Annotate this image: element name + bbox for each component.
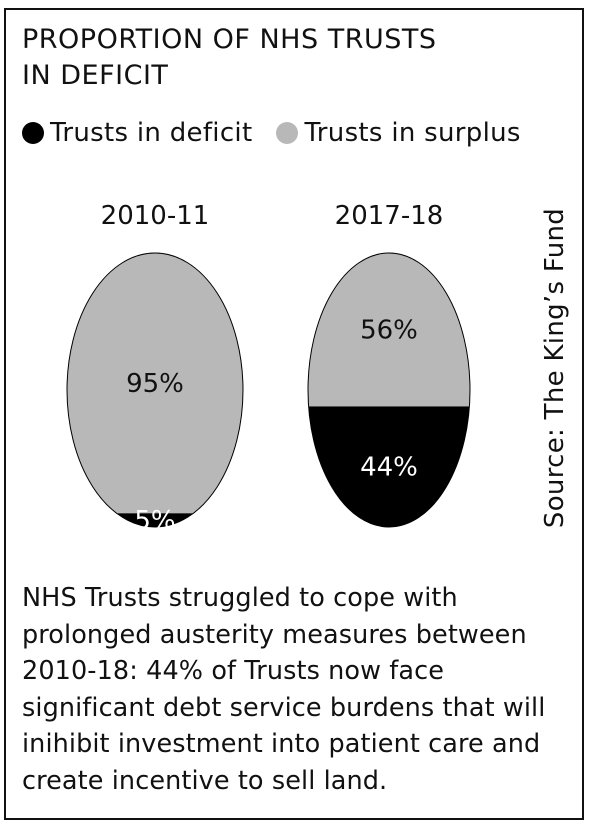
pie-1-deficit-label: 5%	[134, 506, 175, 536]
pie-2-year-label: 2017-18	[335, 201, 444, 231]
pie-1-outline	[66, 252, 244, 528]
caption-text: NHS Trusts struggled to cope with prolon…	[22, 583, 546, 796]
pie-2-outline	[307, 252, 471, 528]
legend-swatch-deficit	[22, 122, 44, 144]
pie-1-surplus-slice	[67, 253, 243, 514]
pie-2	[308, 253, 470, 527]
pie-2-surplus-label: 56%	[360, 316, 418, 346]
chart-title-line-1: PROPORTION OF NHS TRUSTS	[22, 24, 437, 55]
legend-item-surplus: Trusts in surplus	[276, 118, 520, 148]
legend-item-deficit: Trusts in deficit	[22, 118, 252, 148]
chart-title: PROPORTION OF NHS TRUSTS IN DEFICIT	[22, 22, 436, 94]
legend-label-deficit: Trusts in deficit	[50, 118, 253, 148]
pie-1-year-label: 2010-11	[101, 201, 210, 231]
pie-2-deficit-label: 44%	[360, 453, 418, 483]
pie-1-surplus-label: 95%	[126, 369, 184, 399]
legend: Trusts in deficit Trusts in surplus	[22, 118, 545, 148]
source-label: Source: The King’s Fund	[540, 207, 570, 529]
chart-title-line-2: IN DEFICIT	[22, 60, 169, 91]
legend-swatch-surplus	[276, 122, 299, 144]
legend-label-surplus: Trusts in surplus	[304, 118, 521, 148]
